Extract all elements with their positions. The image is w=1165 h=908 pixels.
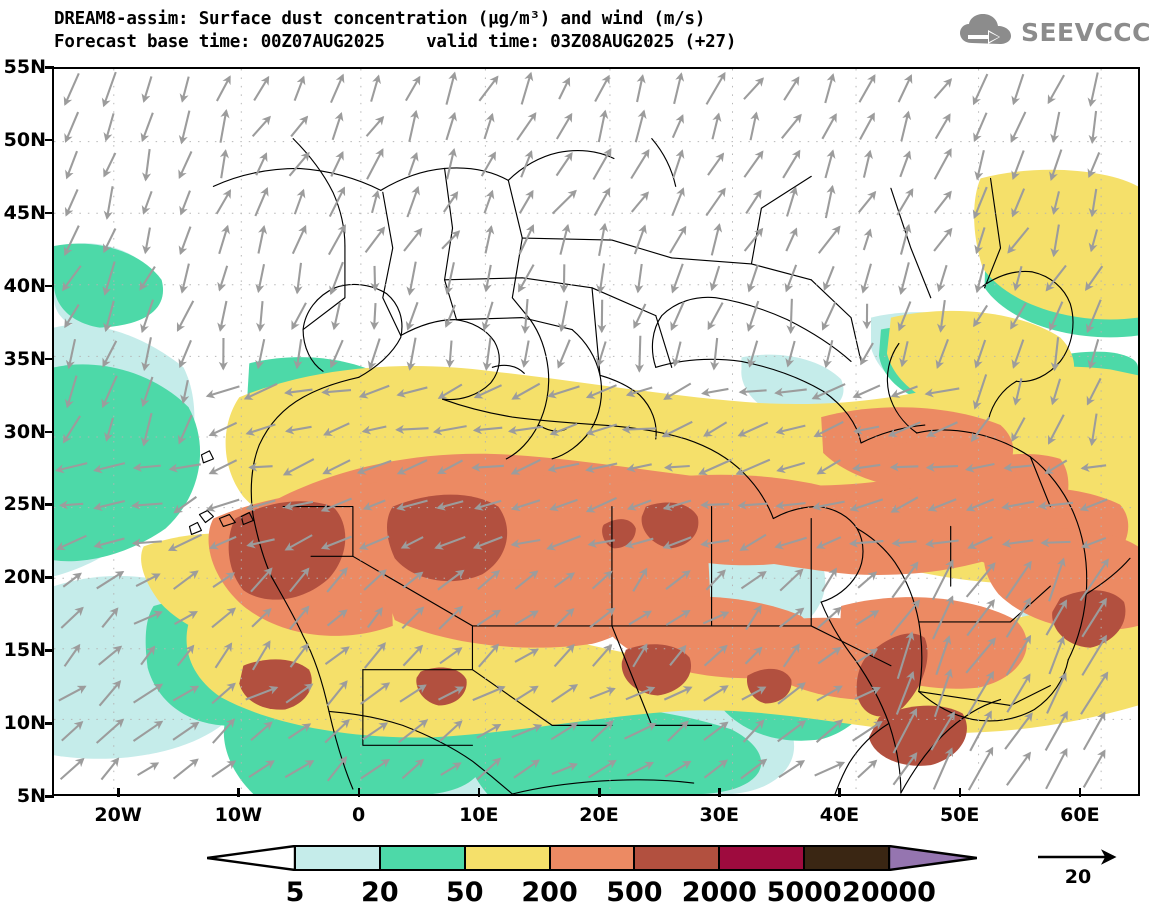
wind-arrow: [702, 504, 729, 505]
y-tick-mark: [45, 649, 54, 652]
colorbar-segment-0: [295, 845, 380, 871]
colorbar-segment-6: [804, 845, 889, 871]
y-tick-mark: [45, 795, 54, 798]
colorbar-right-arrow: [889, 846, 977, 870]
colorbar-segment-2: [465, 845, 550, 871]
y-tick-mark: [45, 358, 54, 361]
wind-scale-legend: 20: [1032, 844, 1142, 892]
y-tick-mark: [45, 66, 54, 69]
wind-arrow: [639, 336, 640, 371]
colorbar-segment-1: [380, 845, 465, 871]
y-tick-label-25N: 25N: [0, 493, 46, 515]
wind-arrow: [374, 303, 375, 328]
y-tick-label-45N: 45N: [0, 202, 46, 224]
y-tick-mark: [45, 576, 54, 579]
x-tick-mark: [598, 788, 601, 797]
chart-title-line1: DREAM8-assim: Surface dust concentration…: [54, 8, 736, 31]
y-tick-mark: [45, 285, 54, 288]
x-tick-mark: [838, 788, 841, 797]
chart-title-line2: Forecast base time: 00Z07AUG2025 valid t…: [54, 31, 736, 54]
y-tick-mark: [45, 139, 54, 142]
x-tick-label-20W: 20W: [83, 804, 153, 826]
wind-scale-value: 20: [1032, 866, 1124, 888]
wind-arrow: [891, 466, 918, 467]
x-tick-mark: [358, 788, 361, 797]
y-tick-label-40N: 40N: [0, 275, 46, 297]
dust-concentration-map: [54, 69, 1138, 794]
x-tick-label-10W: 10W: [203, 804, 273, 826]
x-tick-label-40E: 40E: [804, 804, 874, 826]
x-tick-label-30E: 30E: [684, 804, 754, 826]
header: DREAM8-assim: Surface dust concentration…: [0, 0, 1165, 62]
x-tick-label-20E: 20E: [564, 804, 634, 826]
y-tick-label-35N: 35N: [0, 348, 46, 370]
wind-arrow: [250, 466, 273, 467]
wind-arrow: [623, 428, 656, 429]
y-tick-mark: [45, 503, 54, 506]
x-tick-mark: [237, 788, 240, 797]
y-tick-label-10N: 10N: [0, 712, 46, 734]
y-tick-mark: [45, 431, 54, 434]
wind-arrow: [791, 299, 792, 333]
x-tick-mark: [117, 788, 120, 797]
y-tick-label-55N: 55N: [0, 56, 46, 78]
map-plot-area: [52, 67, 1140, 796]
y-tick-label-50N: 50N: [0, 129, 46, 151]
title-block: DREAM8-assim: Surface dust concentration…: [54, 8, 736, 54]
x-tick-mark: [718, 788, 721, 797]
seevccc-logo: SEEVCCC: [958, 13, 1151, 51]
y-tick-label-5N: 5N: [0, 785, 46, 807]
wind-arrow: [375, 266, 376, 290]
x-tick-label-0: 0: [324, 804, 394, 826]
colorbar-segment-4: [634, 845, 719, 871]
logo-text: SEEVCCC: [1021, 18, 1151, 47]
colorbar-segment-3: [550, 845, 635, 871]
x-tick-mark: [1079, 788, 1082, 797]
x-tick-label-60E: 60E: [1045, 804, 1115, 826]
y-tick-label-30N: 30N: [0, 421, 46, 443]
wind-arrow: [1042, 542, 1070, 543]
cloud-arrow-icon: [958, 13, 1014, 51]
y-tick-mark: [45, 212, 54, 215]
x-tick-label-10E: 10E: [444, 804, 514, 826]
x-tick-label-50E: 50E: [925, 804, 995, 826]
x-tick-mark: [478, 788, 481, 797]
x-tick-mark: [959, 788, 962, 797]
colorbar-segment-5: [719, 845, 804, 871]
colorbar-left-arrow: [207, 846, 295, 870]
y-tick-label-20N: 20N: [0, 566, 46, 588]
y-tick-label-15N: 15N: [0, 639, 46, 661]
y-tick-mark: [45, 722, 54, 725]
colorbar-label-20000: 20000: [834, 877, 944, 908]
